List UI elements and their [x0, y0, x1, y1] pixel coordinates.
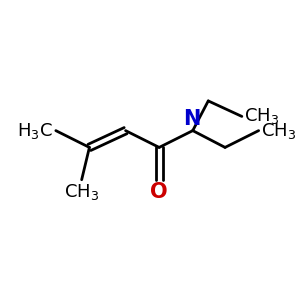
Text: $\mathsf{CH_3}$: $\mathsf{CH_3}$: [261, 121, 296, 141]
Text: N: N: [183, 109, 200, 129]
Text: $\mathsf{CH_3}$: $\mathsf{CH_3}$: [244, 106, 280, 126]
Text: O: O: [150, 182, 168, 202]
Text: $\mathsf{CH_3}$: $\mathsf{CH_3}$: [64, 182, 99, 202]
Text: $\mathsf{H_3C}$: $\mathsf{H_3C}$: [17, 121, 53, 141]
